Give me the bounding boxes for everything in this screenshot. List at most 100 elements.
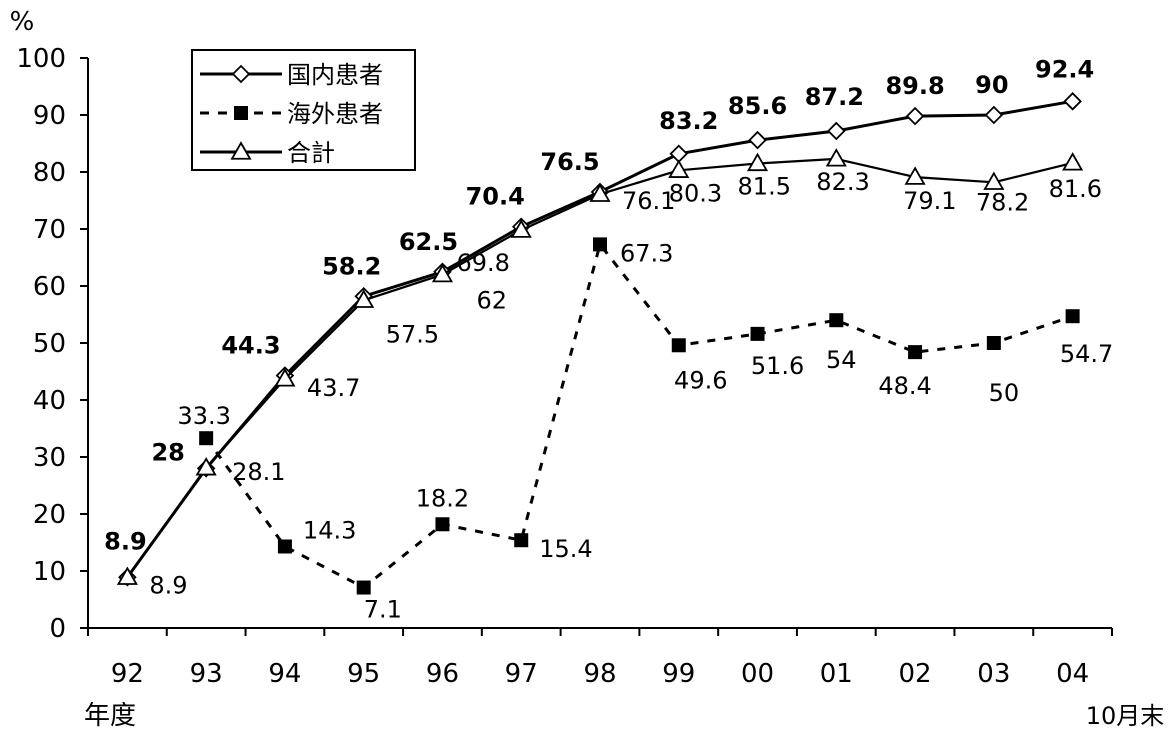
data-point-triangle: [510, 219, 532, 238]
data-label: 79.1: [903, 187, 956, 215]
x-tick-label: 04: [1056, 659, 1089, 689]
y-tick-label: 20: [33, 500, 66, 530]
x-tick-label: 97: [505, 659, 538, 689]
data-label: 76.5: [540, 148, 599, 176]
series-layer: [116, 92, 1084, 595]
legend-entry: 海外患者: [200, 100, 383, 128]
data-point-square: [1065, 309, 1080, 324]
data-point-square: [829, 313, 844, 328]
data-point-diamond: [905, 106, 925, 126]
data-point-square: [277, 539, 292, 554]
data-label: 81.6: [1049, 175, 1102, 203]
data-point-square: [199, 431, 214, 446]
data-label: 8.9: [149, 571, 187, 599]
x-tick-label: 96: [426, 659, 459, 689]
y-tick-label: 70: [33, 215, 66, 245]
data-label: 70.4: [466, 183, 525, 211]
data-label: 33.3: [177, 402, 230, 430]
x-tick-label: 01: [820, 659, 853, 689]
data-label: 69.8: [457, 249, 510, 277]
y-tick-label: 40: [33, 386, 66, 416]
data-label: 8.9: [104, 527, 147, 555]
data-point-diamond: [669, 144, 689, 164]
data-label: 7.1: [364, 596, 402, 624]
data-point-triangle: [230, 141, 252, 160]
legend-label: 合計: [287, 139, 335, 167]
data-point-diamond: [984, 105, 1004, 125]
x-tick-label: 00: [741, 659, 774, 689]
data-label: 51.6: [751, 352, 804, 380]
data-point-square: [671, 338, 686, 353]
data-label: 82.3: [816, 168, 869, 196]
data-point-triangle: [589, 183, 611, 202]
data-label: 67.3: [620, 239, 673, 267]
data-point-diamond: [748, 130, 767, 150]
data-point-triangle: [431, 263, 454, 283]
legend-entry: 国内患者: [200, 61, 383, 89]
series-triangle: [116, 148, 1084, 585]
data-label: 85.6: [728, 92, 787, 120]
legend-label: 海外患者: [287, 100, 383, 128]
x-tick-label: 92: [111, 659, 144, 689]
data-label: 81.5: [738, 172, 791, 200]
data-point-square: [593, 237, 607, 252]
series-line: [204, 242, 1074, 589]
legend-box: [191, 49, 416, 171]
y-unit-label: %: [10, 7, 35, 37]
data-point-diamond: [1063, 92, 1082, 111]
data-label: 28.1: [232, 458, 285, 486]
data-point-square: [514, 533, 529, 548]
data-label: 54: [826, 346, 857, 374]
series-line: [126, 157, 1073, 578]
data-labels: 8.9 28 44.3 58.2 62.5 70.4 76.5 83.2 85.6 87.2 89.…: [104, 55, 1113, 623]
data-point-square: [986, 336, 1001, 350]
x-note: 10月末: [1086, 702, 1165, 730]
data-label: 78.2: [976, 188, 1029, 216]
x-tick-label: 98: [583, 659, 616, 689]
series-square: [199, 237, 1080, 595]
data-label: 58.2: [322, 252, 381, 280]
data-label: 90: [975, 71, 1008, 99]
data-label: 80.3: [669, 179, 722, 207]
data-point-triangle: [116, 566, 138, 585]
data-point-diamond: [827, 121, 846, 141]
data-point-triangle: [983, 171, 1005, 190]
data-point-triangle: [904, 166, 926, 185]
data-label: 28: [151, 438, 184, 466]
y-tick-label: 100: [16, 44, 66, 74]
data-label: 49.6: [674, 366, 727, 394]
data-label: 57.5: [386, 320, 439, 348]
data-point-square: [435, 517, 450, 532]
y-tick-label: 50: [33, 329, 66, 359]
y-tick-label: 90: [33, 101, 66, 131]
data-label: 87.2: [805, 83, 864, 111]
x-tick-label: 02: [899, 659, 932, 689]
data-label: 14.3: [303, 516, 356, 544]
data-label: 43.7: [307, 374, 360, 402]
data-label: 62: [476, 287, 507, 315]
data-point-triangle: [274, 368, 296, 387]
data-label: 18.2: [416, 484, 469, 512]
y-tick-label: 80: [33, 158, 66, 188]
data-point-square: [356, 580, 371, 595]
data-label: 62.5: [399, 228, 458, 256]
x-tick-label: 99: [662, 659, 695, 689]
y-tick-label: 0: [49, 614, 66, 644]
data-label: 83.2: [659, 107, 718, 135]
data-point-square: [234, 106, 248, 120]
data-label: 15.4: [539, 535, 592, 563]
data-label: 50: [989, 379, 1020, 407]
legend-entry: 合計: [200, 139, 335, 167]
data-point-triangle: [353, 289, 375, 308]
data-label: 48.4: [878, 372, 931, 400]
data-point-square: [908, 345, 923, 360]
y-tick-label: 10: [33, 557, 66, 587]
data-label: 44.3: [221, 331, 280, 359]
data-label: 76.1: [622, 187, 675, 215]
legend-label: 国内患者: [287, 61, 383, 89]
x-tick-label: 03: [977, 659, 1010, 689]
x-axis-label: 年度: [84, 701, 136, 731]
data-point-triangle: [746, 152, 769, 172]
